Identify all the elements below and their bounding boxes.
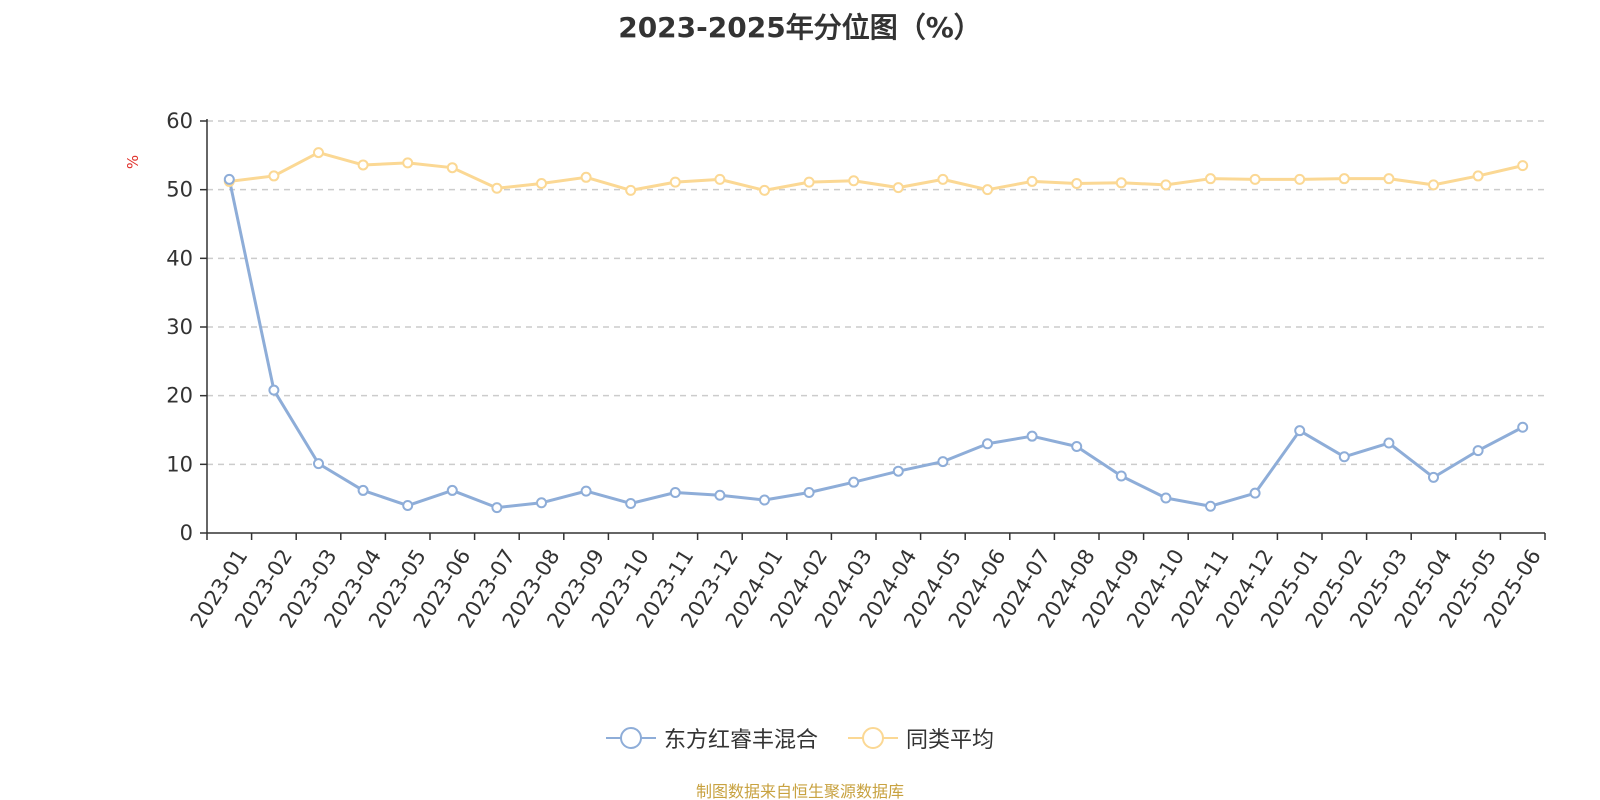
series-2-point: [892, 182, 904, 194]
series-2-point: [625, 184, 637, 196]
series-1-point: [1071, 440, 1083, 452]
series-1-point: [536, 497, 547, 509]
series-line-2: [229, 151, 1524, 192]
series-2-point: [1026, 175, 1038, 187]
series-1-point: [1294, 425, 1306, 437]
series-1-point: [714, 489, 726, 501]
series-1-point: [625, 497, 637, 509]
series-1-point: [803, 486, 815, 498]
series-1-point: [759, 494, 770, 506]
y-tick-label: 20: [166, 384, 193, 408]
series-2-point: [982, 184, 993, 196]
series-2-point: [357, 159, 369, 171]
series-2-point: [1160, 179, 1172, 191]
series-2-point: [1383, 173, 1395, 185]
series-1-point: [313, 458, 324, 470]
series-1-point: [1026, 430, 1038, 442]
series-line-1: [227, 179, 1524, 510]
series-2-point: [313, 147, 324, 159]
series-1-point: [1249, 487, 1261, 499]
chart-title: 2023-2025年分位图（%）: [618, 11, 982, 44]
series-1-point: [1517, 421, 1529, 433]
series-2-point: [1338, 173, 1350, 185]
series-2-point: [1294, 173, 1306, 185]
series-2-point: [1071, 177, 1083, 189]
series-2-point: [536, 177, 547, 189]
series-2-point: [669, 176, 681, 188]
series-1-point: [1428, 471, 1439, 483]
series-1-point: [446, 484, 458, 496]
legend-item-series-1[interactable]: 东方红睿丰混合: [605, 722, 818, 754]
series-1-point: [1205, 500, 1216, 512]
series-1-point: [892, 465, 904, 477]
series-2-point: [848, 175, 860, 187]
series-1-point: [491, 502, 503, 514]
series-1-point: [223, 173, 235, 185]
series-2-point: [446, 162, 458, 174]
chart-legend: 东方红睿丰混合 同类平均: [0, 722, 1600, 754]
series-1-point: [1115, 470, 1127, 482]
source-note: 制图数据来自恒生聚源数据库: [695, 782, 904, 800]
series-2-point: [402, 157, 414, 169]
legend-item-series-2[interactable]: 同类平均: [848, 722, 994, 754]
series-2-point: [580, 171, 592, 183]
y-tick-label: 60: [166, 109, 193, 133]
series-1-point: [402, 500, 414, 512]
series-1-point: [357, 484, 369, 496]
series-1-point: [937, 456, 949, 468]
series-2-point: [1517, 160, 1529, 172]
series-2-point: [1115, 177, 1127, 189]
series-1-point: [1383, 437, 1395, 449]
y-tick-label: 10: [166, 452, 193, 476]
y-tick-label: 0: [180, 521, 193, 545]
series-2-point: [803, 176, 815, 188]
series-1-point: [982, 438, 993, 450]
series-2-point: [1205, 173, 1216, 185]
y-tick-label: 30: [166, 315, 193, 339]
series-2-point: [937, 173, 949, 185]
y-tick-label: 50: [166, 178, 193, 202]
legend-label-series-1: 东方红睿丰混合: [663, 728, 818, 753]
legend-swatch-series-2: [848, 727, 898, 749]
series-2-point: [1472, 170, 1484, 182]
series-1-point: [848, 476, 860, 488]
series-1-point: [580, 485, 592, 497]
series-2-point: [1249, 173, 1261, 185]
legend-label-series-2: 同类平均: [906, 728, 995, 753]
series-1-point: [1160, 492, 1172, 504]
series-2-point: [714, 173, 726, 185]
legend-swatch-series-1: [605, 727, 656, 749]
y-tick-label: 40: [166, 246, 193, 270]
series-2-point: [1428, 179, 1439, 191]
series-2-point: [491, 182, 503, 194]
y-axis-label: %: [124, 155, 142, 169]
series-1-point: [268, 384, 280, 396]
series-1-point: [669, 486, 681, 498]
series-1-point: [1472, 445, 1484, 457]
series-2-point: [268, 170, 280, 182]
series-2-point: [759, 184, 770, 196]
series-1-point: [1338, 451, 1350, 463]
